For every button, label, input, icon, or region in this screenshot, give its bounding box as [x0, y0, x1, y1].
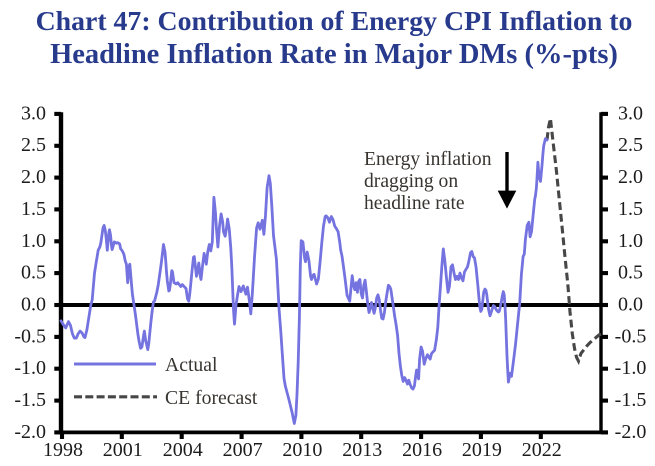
svg-text:CE forecast: CE forecast — [165, 387, 258, 409]
svg-text:2.0: 2.0 — [21, 166, 46, 188]
svg-text:2.5: 2.5 — [21, 134, 46, 156]
svg-text:-1.5: -1.5 — [615, 389, 647, 411]
svg-text:-0.5: -0.5 — [14, 325, 46, 347]
svg-text:headline rate: headline rate — [364, 193, 465, 214]
svg-text:1.5: 1.5 — [618, 198, 643, 220]
svg-text:-2.0: -2.0 — [14, 421, 46, 443]
svg-text:2.5: 2.5 — [618, 134, 643, 156]
svg-text:Energy inflation: Energy inflation — [364, 149, 492, 170]
svg-text:2013: 2013 — [342, 439, 382, 461]
svg-text:0.5: 0.5 — [618, 262, 643, 284]
svg-text:-2.0: -2.0 — [615, 421, 647, 443]
svg-text:3.0: 3.0 — [21, 102, 46, 124]
svg-text:2010: 2010 — [282, 439, 322, 461]
svg-text:0.0: 0.0 — [618, 294, 643, 316]
svg-text:2022: 2022 — [522, 439, 562, 461]
svg-text:2004: 2004 — [163, 439, 203, 461]
svg-text:-1.0: -1.0 — [615, 357, 647, 379]
svg-text:Chart 47: Contribution of Ener: Chart 47: Contribution of Energy CPI Inf… — [36, 6, 633, 37]
svg-text:dragging on: dragging on — [364, 171, 458, 192]
svg-text:0.0: 0.0 — [21, 294, 46, 316]
svg-text:-1.0: -1.0 — [14, 357, 46, 379]
svg-text:3.0: 3.0 — [618, 102, 643, 124]
svg-text:2019: 2019 — [462, 439, 502, 461]
svg-text:-0.5: -0.5 — [615, 325, 647, 347]
svg-text:1.5: 1.5 — [21, 198, 46, 220]
svg-text:2.0: 2.0 — [618, 166, 643, 188]
svg-text:2016: 2016 — [402, 439, 442, 461]
svg-text:2007: 2007 — [223, 439, 263, 461]
svg-text:Actual: Actual — [165, 354, 218, 376]
svg-text:2001: 2001 — [103, 439, 143, 461]
svg-text:1.0: 1.0 — [618, 230, 643, 252]
svg-text:Headline Inflation Rate in Maj: Headline Inflation Rate in Major DMs (%-… — [50, 39, 618, 70]
svg-text:1998: 1998 — [43, 439, 83, 461]
svg-text:1.0: 1.0 — [21, 230, 46, 252]
svg-text:0.5: 0.5 — [21, 262, 46, 284]
svg-text:-1.5: -1.5 — [14, 389, 46, 411]
